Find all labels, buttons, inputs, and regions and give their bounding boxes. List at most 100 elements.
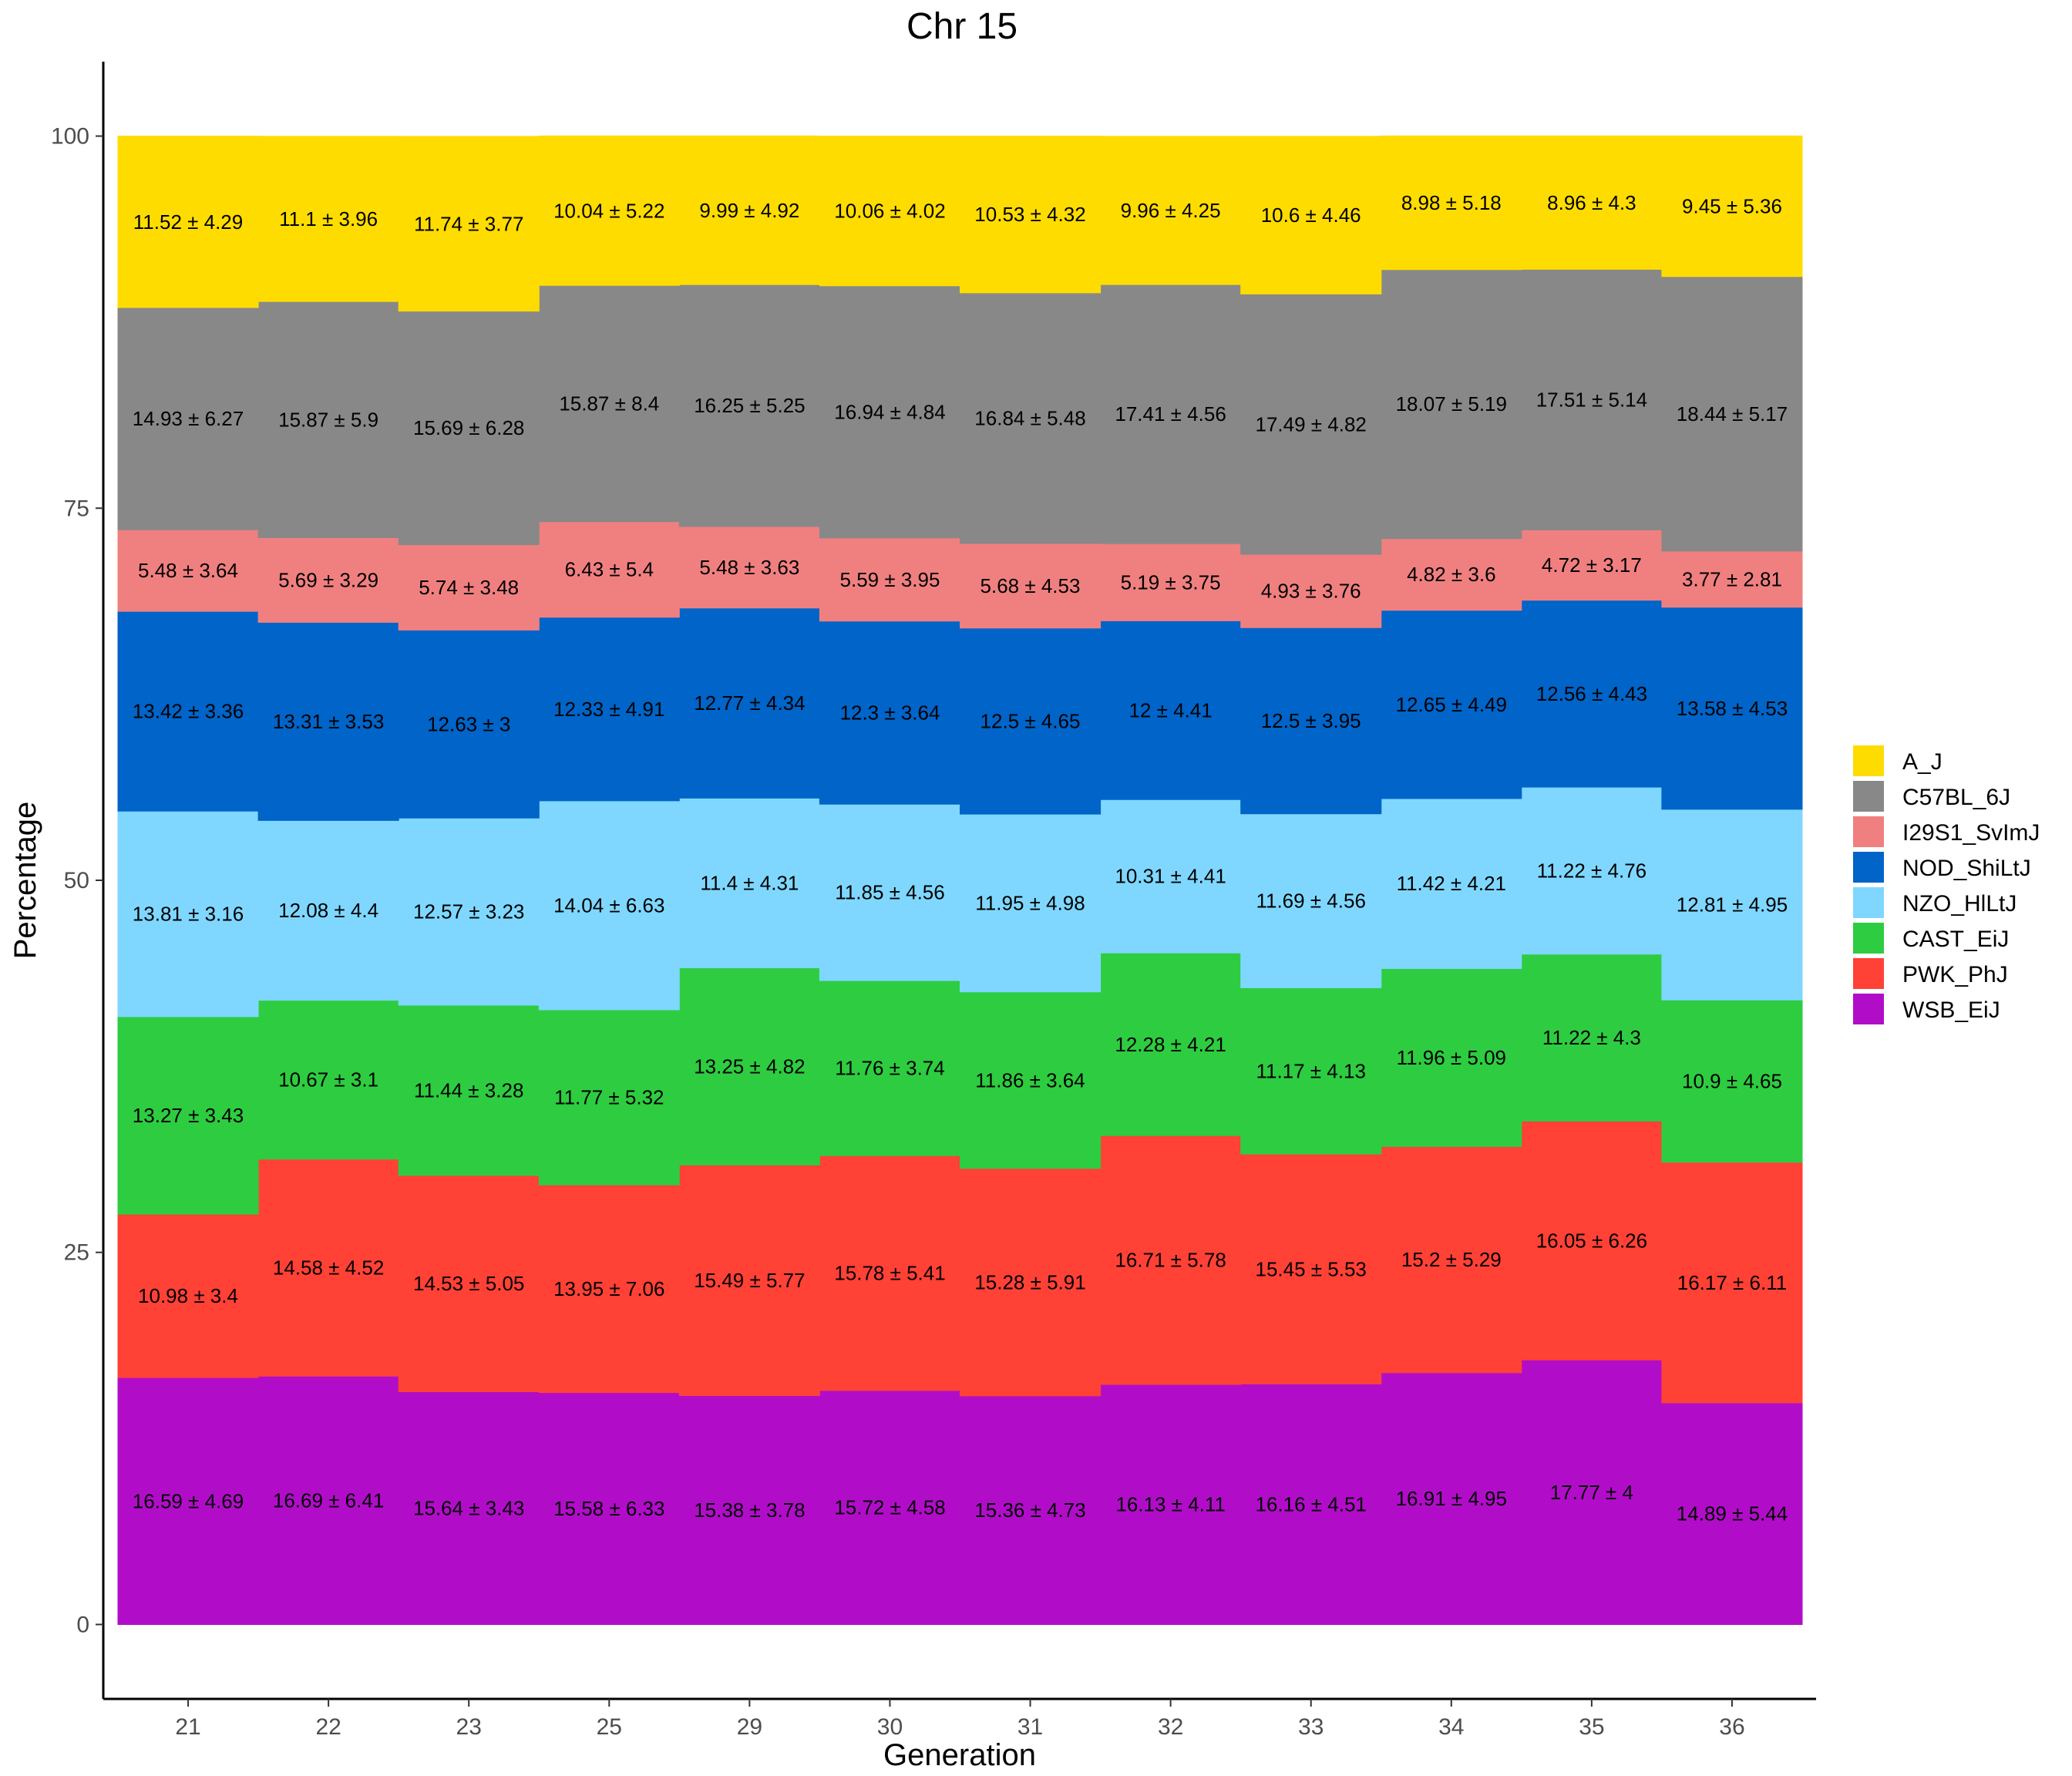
legend-label: C57BL_6J (1902, 785, 2010, 810)
segment-label: 10.98 ± 3.4 (138, 1284, 238, 1307)
segment-label: 8.96 ± 4.3 (1547, 191, 1636, 214)
segment-label: 15.28 ± 5.91 (974, 1270, 1085, 1293)
legend-swatch (1853, 958, 1884, 989)
legend-label: NOD_ShiLtJ (1902, 856, 2031, 881)
segment-label: 9.99 ± 4.92 (699, 199, 799, 222)
segment-label: 16.16 ± 4.51 (1256, 1492, 1367, 1515)
segment-label: 12.63 ± 3 (427, 712, 510, 735)
segment-label: 15.36 ± 4.73 (974, 1498, 1085, 1522)
y-tick-label: 50 (64, 868, 89, 893)
segment-label: 11.86 ± 3.64 (975, 1068, 1085, 1092)
segment-label: 15.2 ± 5.29 (1401, 1248, 1502, 1271)
y-tick-label: 0 (76, 1612, 89, 1637)
segment-label: 18.44 ± 5.17 (1677, 402, 1788, 426)
segment-label: 13.31 ± 3.53 (273, 710, 384, 733)
legend-label: PWK_PhJ (1902, 962, 2008, 987)
segment-label: 5.68 ± 4.53 (980, 574, 1081, 597)
segment-label: 16.91 ± 4.95 (1396, 1487, 1507, 1510)
y-tick-label: 100 (51, 124, 89, 150)
segment-label: 3.77 ± 2.81 (1682, 567, 1782, 590)
segment-label: 14.93 ± 6.27 (133, 407, 244, 430)
x-ticks: 21 22 23 25 29 30 31 32 33 34 35 36 (175, 1699, 1745, 1740)
segment-label: 14.04 ± 6.63 (553, 893, 664, 917)
segment-label: 17.41 ± 4.56 (1115, 402, 1226, 426)
segment-label: 13.95 ± 7.06 (553, 1277, 664, 1300)
segment-label: 15.64 ± 3.43 (413, 1497, 524, 1520)
segment-label: 13.58 ± 4.53 (1677, 697, 1788, 720)
legend-swatch (1853, 745, 1884, 776)
segment-label: 15.87 ± 8.4 (559, 392, 659, 415)
legend-label: A_J (1902, 749, 1942, 775)
segment-label: 11.76 ± 3.74 (835, 1057, 944, 1080)
segment-label: 12.08 ± 4.4 (278, 899, 378, 922)
x-tick-label: 22 (315, 1714, 341, 1740)
legend-swatch (1853, 781, 1884, 812)
legend-label: NZO_HlLtJ (1902, 891, 2016, 917)
legend-swatch (1853, 994, 1884, 1024)
segment-label: 8.98 ± 5.18 (1401, 191, 1502, 214)
legend-swatch (1853, 816, 1884, 847)
segment-label: 13.25 ± 4.82 (694, 1055, 805, 1078)
segment-label: 12.65 ± 4.49 (1396, 693, 1507, 716)
x-tick-label: 31 (1018, 1714, 1043, 1740)
segment-label: 15.78 ± 5.41 (834, 1262, 945, 1285)
segment-label: 11.22 ± 4.76 (1537, 859, 1646, 882)
segment-label: 10.53 ± 4.32 (974, 203, 1085, 226)
segment-label: 10.6 ± 4.46 (1261, 204, 1361, 227)
legend-label: CAST_EiJ (1902, 927, 2009, 952)
segment-label: 5.69 ± 3.29 (278, 568, 378, 591)
segment-label: 16.05 ± 6.26 (1536, 1229, 1647, 1252)
x-tick-label: 36 (1719, 1714, 1744, 1740)
segment-label: 16.94 ± 4.84 (834, 400, 945, 423)
segment-label: 12.57 ± 3.23 (413, 900, 524, 923)
segment-label: 9.45 ± 5.36 (1682, 195, 1782, 218)
segment-label: 10.9 ± 4.65 (1682, 1070, 1782, 1093)
segment-label: 11.96 ± 5.09 (1397, 1046, 1506, 1069)
x-tick-label: 29 (737, 1714, 762, 1740)
y-axis-title: Percentage (8, 802, 42, 960)
segment-label: 12.3 ± 3.64 (840, 701, 940, 725)
y-ticks: 0 25 50 75 100 (51, 124, 103, 1637)
legend-label: WSB_EiJ (1902, 997, 2000, 1023)
segment-label: 12.81 ± 4.95 (1677, 893, 1788, 917)
segment-label: 15.72 ± 4.58 (834, 1496, 945, 1519)
segment-label: 16.59 ± 4.69 (133, 1489, 244, 1512)
segment-label: 11.1 ± 3.96 (279, 207, 378, 230)
segment-label: 12.5 ± 4.65 (980, 709, 1081, 732)
segment-label: 11.77 ± 5.32 (554, 1086, 664, 1109)
segment-label: 11.52 ± 4.29 (133, 210, 243, 234)
y-tick-label: 25 (64, 1240, 89, 1266)
segment-label: 17.77 ± 4 (1550, 1481, 1633, 1504)
segment-label: 11.74 ± 3.77 (414, 212, 523, 235)
segment-label: 15.87 ± 5.9 (278, 408, 378, 431)
segment-label: 5.74 ± 3.48 (419, 576, 519, 599)
x-tick-label: 34 (1438, 1714, 1464, 1740)
segment-label: 12.5 ± 3.95 (1261, 709, 1361, 732)
segment-label: 4.82 ± 3.6 (1407, 563, 1495, 586)
segment-label: 14.53 ± 5.05 (413, 1272, 524, 1295)
segment-label: 5.48 ± 3.64 (138, 559, 238, 582)
segment-label: 12.28 ± 4.21 (1115, 1033, 1226, 1056)
segment-labels: 16.59 ± 4.69 16.69 ± 6.41 15.64 ± 3.43 15.5… (133, 191, 1788, 1525)
segment-label: 12.56 ± 4.43 (1536, 682, 1647, 705)
segment-label: 11.4 ± 4.31 (700, 872, 799, 895)
x-tick-label: 32 (1158, 1714, 1183, 1740)
segment-label: 14.58 ± 4.52 (273, 1256, 384, 1279)
segment-label: 11.85 ± 4.56 (835, 881, 944, 904)
legend: A_J C57BL_6J I29S1_SvImJ NOD_ShiLtJ NZO_HlLt… (1853, 745, 2040, 1024)
x-axis-title: Generation (883, 1738, 1036, 1772)
segment-label: 16.84 ± 5.48 (974, 407, 1085, 430)
legend-swatch (1853, 923, 1884, 954)
segment-label: 4.72 ± 3.17 (1542, 553, 1642, 577)
segment-label: 10.04 ± 5.22 (553, 199, 664, 222)
segment-label: 12.33 ± 4.91 (553, 698, 664, 721)
segment-label: 15.58 ± 6.33 (553, 1497, 664, 1520)
segment-label: 15.49 ± 5.77 (694, 1269, 805, 1292)
x-tick-label: 23 (456, 1714, 482, 1740)
segment-label: 10.31 ± 4.41 (1115, 865, 1226, 888)
segment-label: 16.69 ± 6.41 (273, 1488, 384, 1512)
segment-label: 12.77 ± 4.34 (694, 691, 805, 715)
segment-label: 13.81 ± 3.16 (133, 903, 244, 926)
segment-label: 17.49 ± 4.82 (1256, 412, 1367, 436)
